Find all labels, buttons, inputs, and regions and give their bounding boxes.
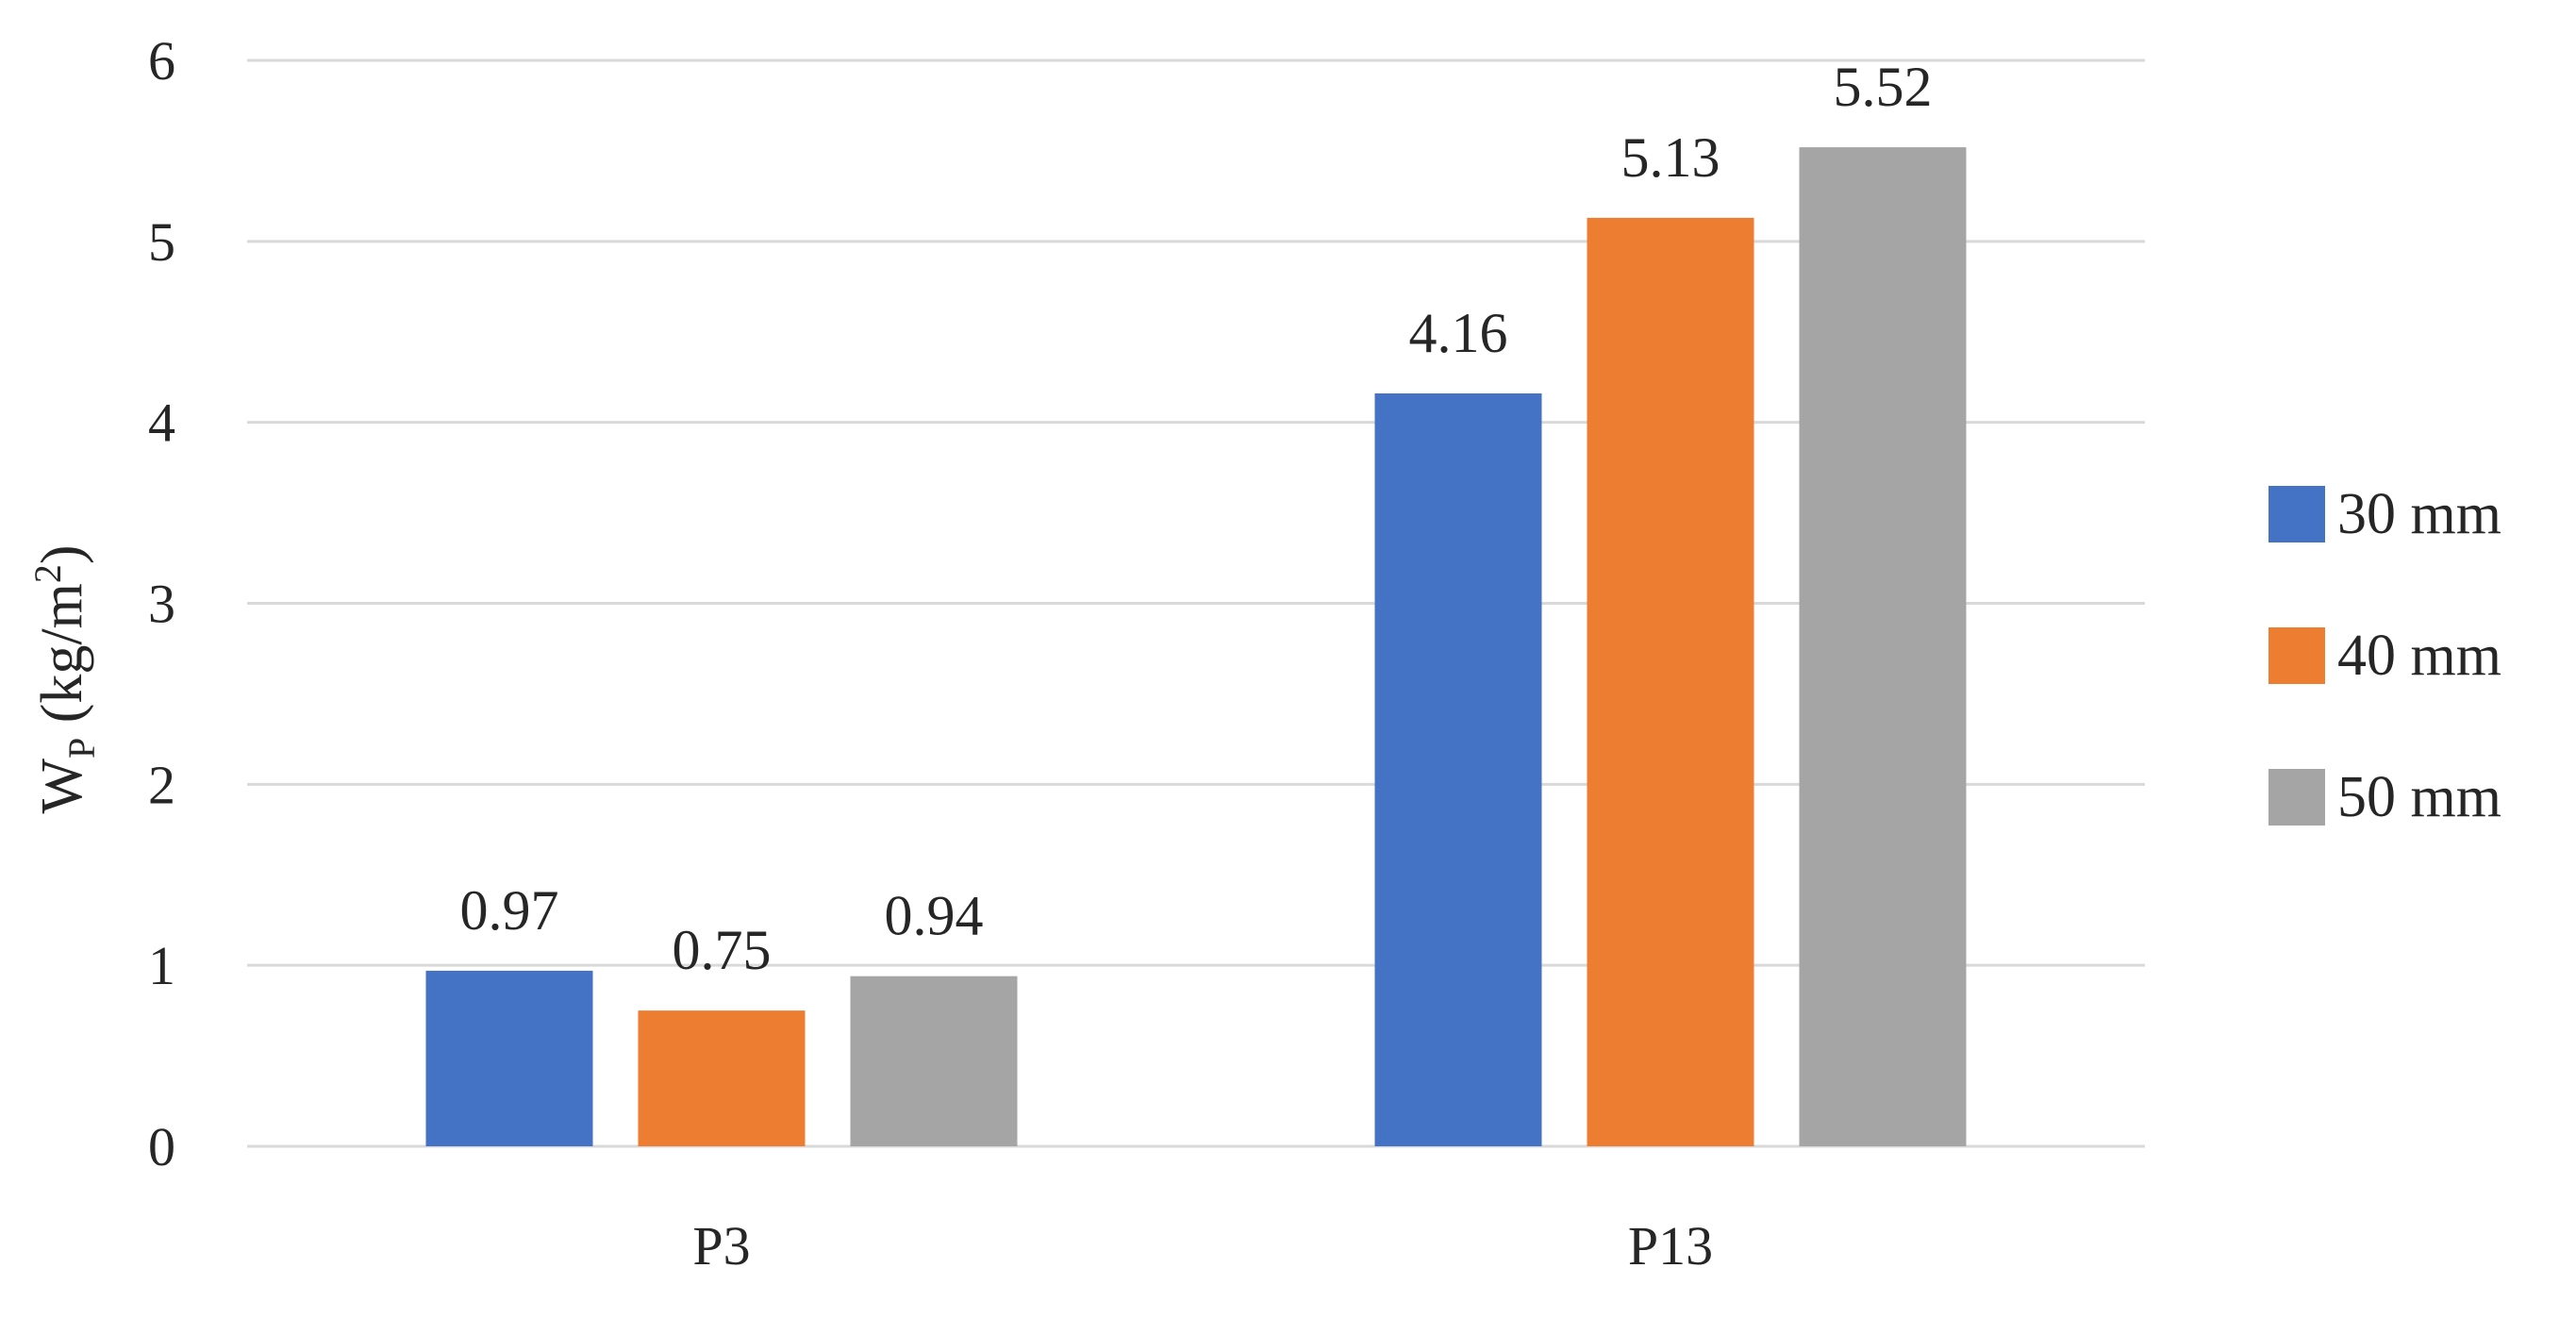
data-label: 5.52 — [1834, 56, 1933, 118]
data-label: 5.13 — [1621, 126, 1720, 189]
legend-label: 50 mm — [2337, 765, 2501, 829]
legend-label: 40 mm — [2337, 624, 2501, 688]
legend-swatch — [2269, 627, 2325, 684]
y-tick-label: 2 — [148, 754, 175, 815]
x-axis-categories: P3 P13 — [692, 1215, 1713, 1276]
bar-p13-30mm — [1374, 392, 1542, 1146]
legend-label: 30 mm — [2337, 482, 2501, 546]
legend-swatch — [2269, 486, 2325, 542]
legend: 30 mm 40 mm 50 mm — [2269, 482, 2501, 829]
data-label: 0.97 — [460, 879, 559, 942]
y-tick-label: 6 — [148, 30, 175, 92]
y-tick-label: 1 — [148, 935, 175, 996]
bar-p3-50mm — [850, 976, 1018, 1146]
data-label: 0.75 — [673, 919, 772, 981]
legend-swatch — [2269, 769, 2325, 826]
bar-p3-30mm — [425, 970, 593, 1146]
y-tick-label: 0 — [148, 1116, 175, 1177]
y-tick-label: 3 — [148, 574, 175, 635]
data-labels: 0.97 0.75 0.94 4.16 5.13 5.52 — [460, 56, 1933, 981]
y-tick-label: 5 — [148, 211, 175, 273]
x-category-label: P3 — [692, 1215, 750, 1276]
bar-p13-50mm — [1799, 147, 1967, 1147]
bar-p3-40mm — [638, 1010, 806, 1146]
gridlines — [247, 58, 2145, 1148]
x-category-label: P13 — [1628, 1215, 1713, 1276]
y-axis-title: WP (kg/m2) — [26, 544, 103, 813]
bar-p13-40mm — [1587, 217, 1754, 1146]
data-label: 0.94 — [885, 885, 984, 947]
bars — [425, 147, 1967, 1147]
y-tick-label: 4 — [148, 392, 175, 454]
y-axis-ticks: 0 1 2 3 4 5 6 — [148, 30, 175, 1177]
data-label: 4.16 — [1409, 302, 1508, 364]
